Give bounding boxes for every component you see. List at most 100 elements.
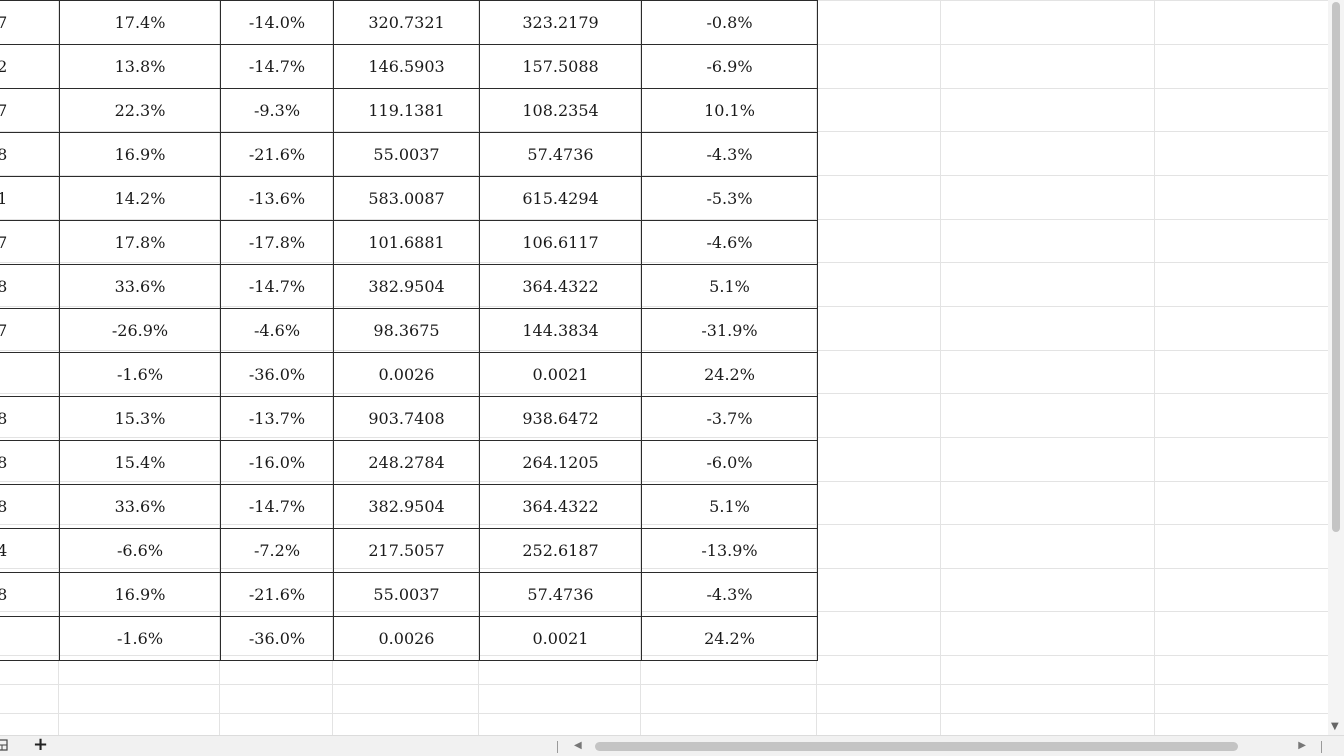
table-cell[interactable]: 37 — [0, 220, 60, 265]
table-cell[interactable]: 248.2784 — [333, 440, 480, 485]
table-cell[interactable]: 16.9% — [59, 572, 221, 617]
table-cell[interactable]: 903.7408 — [333, 396, 480, 441]
table-cell[interactable]: 14.2% — [59, 176, 221, 221]
table-cell[interactable]: 58 — [0, 396, 60, 441]
table-cell[interactable]: -16.0% — [220, 440, 334, 485]
table-cell[interactable]: 157.5088 — [479, 44, 642, 89]
table-cell[interactable]: 364.4322 — [479, 264, 642, 309]
table-cell[interactable]: -4.3% — [641, 572, 818, 617]
table-cell[interactable]: 57.4736 — [479, 572, 642, 617]
table-cell[interactable]: 0.0021 — [479, 616, 642, 661]
table-cell[interactable]: 18 — [0, 484, 60, 529]
table-cell[interactable]: 323.2179 — [479, 0, 642, 45]
table-cell[interactable]: 13.8% — [59, 44, 221, 89]
table-cell[interactable]: -6.0% — [641, 440, 818, 485]
table-cell[interactable]: -21.6% — [220, 132, 334, 177]
table-cell[interactable]: 10.1% — [641, 88, 818, 133]
table-cell[interactable]: 252.6187 — [479, 528, 642, 573]
table-cell[interactable]: 22.3% — [59, 88, 221, 133]
table-cell[interactable]: 583.0087 — [333, 176, 480, 221]
table-cell[interactable]: -17.8% — [220, 220, 334, 265]
table-cell[interactable]: -9.3% — [220, 88, 334, 133]
table-cell[interactable]: -3.7% — [641, 396, 818, 441]
table-cell[interactable]: 5.1% — [641, 484, 818, 529]
table-cell[interactable]: 106.6117 — [479, 220, 642, 265]
table-cell[interactable]: 33.6% — [59, 264, 221, 309]
table-cell[interactable]: 0 — [0, 616, 60, 661]
table-cell[interactable]: 5.1% — [641, 264, 818, 309]
table-cell[interactable]: 0.0026 — [333, 352, 480, 397]
table-cell[interactable]: 24.2% — [641, 352, 818, 397]
table-cell[interactable]: -14.7% — [220, 44, 334, 89]
table-cell[interactable]: -1.6% — [59, 616, 221, 661]
vertical-scroll-thumb[interactable] — [1332, 2, 1340, 532]
table-cell[interactable]: 144.3834 — [479, 308, 642, 353]
add-sheet-plus-icon[interactable]: + — [33, 734, 49, 755]
table-cell[interactable]: 16.9% — [59, 132, 221, 177]
table-cell[interactable]: 938.6472 — [479, 396, 642, 441]
table-cell[interactable]: 615.4294 — [479, 176, 642, 221]
table-cell[interactable]: -0.8% — [641, 0, 818, 45]
table-cell[interactable]: 15.3% — [59, 396, 221, 441]
scroll-right-arrow-icon[interactable]: ▶ — [1298, 740, 1306, 751]
scroll-left-arrow-icon[interactable]: ◀ — [574, 740, 582, 751]
scroll-down-arrow-icon[interactable]: ▼ — [1331, 721, 1339, 732]
table-cell[interactable]: -1.6% — [59, 352, 221, 397]
table-cell[interactable]: -13.9% — [641, 528, 818, 573]
table-cell[interactable]: -6.6% — [59, 528, 221, 573]
table-cell[interactable]: -13.6% — [220, 176, 334, 221]
table-cell[interactable]: -14.7% — [220, 264, 334, 309]
table-cell[interactable]: 364.4322 — [479, 484, 642, 529]
table-cell[interactable]: 15.4% — [59, 440, 221, 485]
sheet-list-icon[interactable] — [0, 739, 8, 755]
table-cell[interactable]: 18 — [0, 264, 60, 309]
table-cell[interactable]: 17.8% — [59, 220, 221, 265]
table-cell[interactable]: -36.0% — [220, 616, 334, 661]
table-cell[interactable]: 264.1205 — [479, 440, 642, 485]
table-cell[interactable]: -4.6% — [220, 308, 334, 353]
table-cell[interactable]: 55.0037 — [333, 132, 480, 177]
table-cell[interactable]: 07 — [0, 88, 60, 133]
table-cell[interactable]: 91 — [0, 176, 60, 221]
table-cell[interactable]: -5.3% — [641, 176, 818, 221]
table-cell[interactable]: -21.6% — [220, 572, 334, 617]
table-cell[interactable]: -6.9% — [641, 44, 818, 89]
table-cell[interactable]: 146.5903 — [333, 44, 480, 89]
table-cell[interactable]: 101.6881 — [333, 220, 480, 265]
table-cell[interactable]: -7.2% — [220, 528, 334, 573]
table-cell[interactable]: 108.2354 — [479, 88, 642, 133]
vertical-scrollbar[interactable]: ▼ — [1328, 0, 1344, 736]
table-cell[interactable]: 08 — [0, 572, 60, 617]
horizontal-scroll-thumb[interactable] — [595, 742, 1238, 751]
table-cell[interactable]: -4.6% — [641, 220, 818, 265]
table-cell[interactable]: 24.2% — [641, 616, 818, 661]
table-cell[interactable]: -13.7% — [220, 396, 334, 441]
table-cell[interactable]: 382.9504 — [333, 484, 480, 529]
table-cell[interactable]: -14.7% — [220, 484, 334, 529]
table-cell[interactable]: 08 — [0, 132, 60, 177]
table-cell[interactable]: 98.3675 — [333, 308, 480, 353]
table-cell[interactable]: 33.6% — [59, 484, 221, 529]
table-cell[interactable]: 0.0021 — [479, 352, 642, 397]
table-cell[interactable]: -14.0% — [220, 0, 334, 45]
table-cell[interactable]: 67 — [0, 0, 60, 45]
table-cell[interactable]: -4.3% — [641, 132, 818, 177]
table-cell[interactable]: 217.5057 — [333, 528, 480, 573]
table-cell[interactable]: 17.4% — [59, 0, 221, 45]
table-cell[interactable]: 55.0037 — [333, 572, 480, 617]
table-cell[interactable]: -36.0% — [220, 352, 334, 397]
table-cell[interactable]: 84 — [0, 528, 60, 573]
table-cell[interactable]: 38 — [0, 440, 60, 485]
table-cell[interactable]: -26.9% — [59, 308, 221, 353]
table-cell[interactable]: -31.9% — [641, 308, 818, 353]
table-cell[interactable]: 52 — [0, 44, 60, 89]
table-cell[interactable]: 320.7321 — [333, 0, 480, 45]
table-cell[interactable]: 0.0026 — [333, 616, 480, 661]
table-cell[interactable]: 57.4736 — [479, 132, 642, 177]
table-cell[interactable]: 382.9504 — [333, 264, 480, 309]
table-cell[interactable]: 77 — [0, 308, 60, 353]
table-cell[interactable]: 119.1381 — [333, 88, 480, 133]
table-cell[interactable]: 0 — [0, 352, 60, 397]
